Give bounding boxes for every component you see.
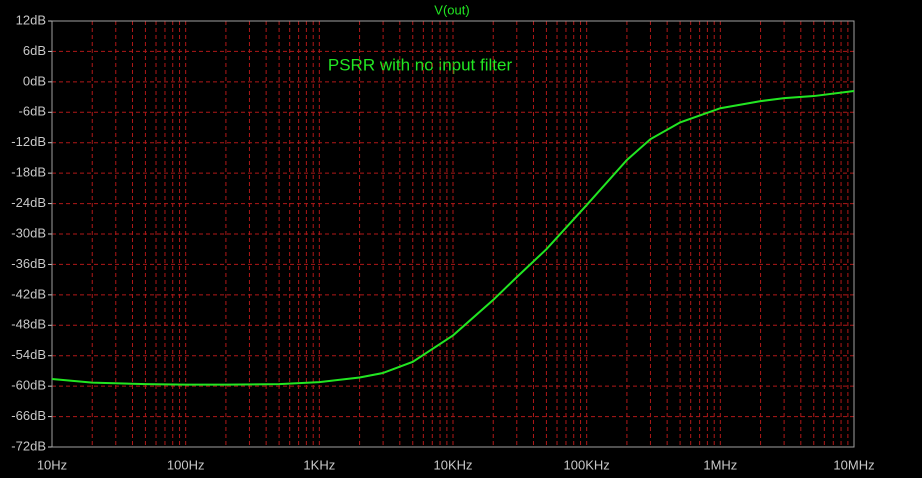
x-tick-label: 10Hz bbox=[37, 457, 67, 472]
y-tick-label: -6dB bbox=[19, 104, 46, 119]
y-tick-label: -42dB bbox=[11, 286, 46, 301]
y-tick-label: 12dB bbox=[16, 12, 46, 27]
y-tick-label: -30dB bbox=[11, 225, 46, 240]
y-tick-label: -12dB bbox=[11, 134, 46, 149]
x-tick-label: 1MHz bbox=[703, 457, 737, 472]
y-tick-label: -36dB bbox=[11, 256, 46, 271]
y-tick-label: -48dB bbox=[11, 317, 46, 332]
line-series bbox=[51, 89, 855, 386]
x-tick-label: 10KHz bbox=[433, 457, 472, 472]
chart-title: V(out) bbox=[434, 2, 469, 17]
x-tick-label: 10MHz bbox=[833, 457, 874, 472]
y-tick-label: 0dB bbox=[23, 73, 46, 88]
y-tick-label: -72dB bbox=[11, 438, 46, 453]
y-tick-label: 6dB bbox=[23, 43, 46, 58]
y-tick-label: -60dB bbox=[11, 378, 46, 393]
y-tick-label: -66dB bbox=[11, 408, 46, 423]
y-tick-label: -54dB bbox=[11, 347, 46, 362]
x-tick-label: 100KHz bbox=[564, 457, 610, 472]
x-tick-label: 1KHz bbox=[303, 457, 335, 472]
plot-frame bbox=[51, 20, 855, 448]
annotation: PSRR with no input filter bbox=[328, 55, 513, 74]
y-tick-label: -24dB bbox=[11, 195, 46, 210]
y-tick-label: -18dB bbox=[11, 165, 46, 180]
x-tick-label: 100Hz bbox=[167, 457, 205, 472]
